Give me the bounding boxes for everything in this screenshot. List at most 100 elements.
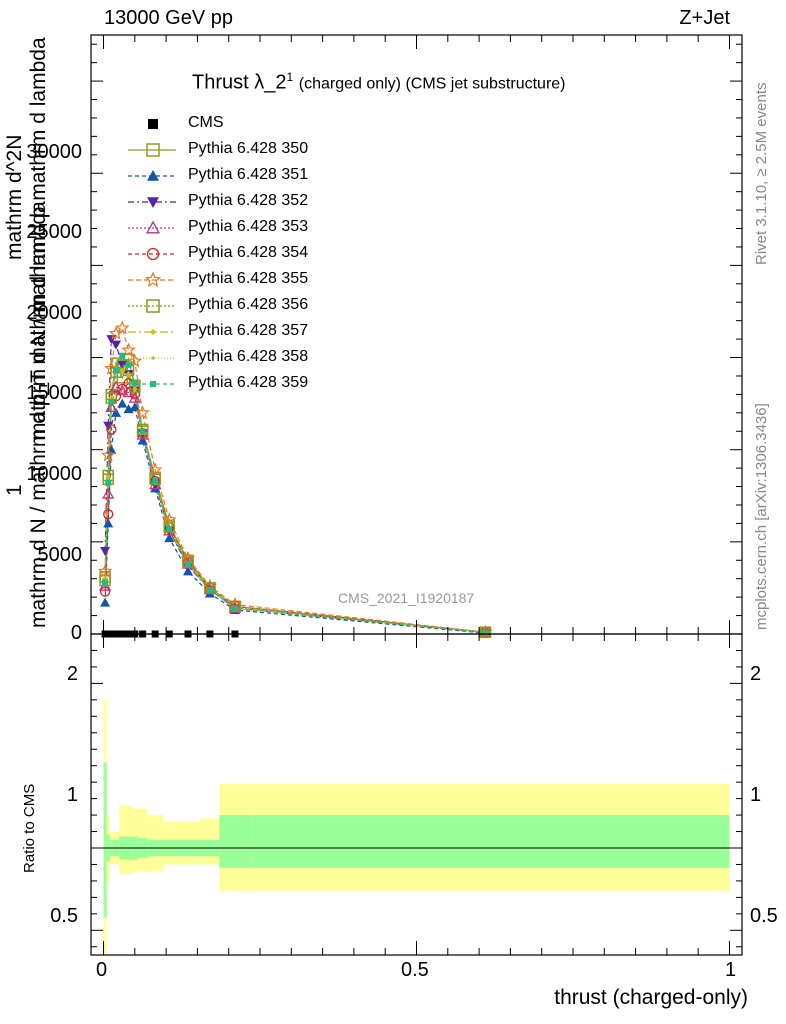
series-3-point-6 xyxy=(128,391,141,403)
legend-marker-4 xyxy=(146,247,160,261)
axis-ticks xyxy=(91,35,742,955)
rivet-label: Rivet 3.1.10, ≥ 2.5M events xyxy=(753,82,770,266)
series-1-point-7 xyxy=(137,435,148,445)
ytick-ratio-right-1: 1 xyxy=(750,784,762,806)
header-right: Z+Jet xyxy=(679,7,730,29)
series-1-point-4 xyxy=(117,398,128,408)
series-9-point-12 xyxy=(231,605,238,612)
series-3-point-2 xyxy=(105,400,118,412)
legend-label-cms: CMS xyxy=(188,114,224,131)
ytick-main-30000: 30000 xyxy=(26,141,82,163)
ylabel-d2n: mathrm d^2N xyxy=(3,134,26,260)
series-2-point-3 xyxy=(111,340,122,350)
legend-label-351: Pythia 6.428 351 xyxy=(188,166,309,183)
legend-label-350: Pythia 6.428 350 xyxy=(188,140,309,157)
ylabel-numerator: 1 xyxy=(3,484,26,496)
watermark: CMS_2021_I1920187 xyxy=(338,590,475,606)
series-4-point-0 xyxy=(99,586,111,597)
series-9-point-10 xyxy=(185,560,192,567)
series-3-point-1 xyxy=(102,487,115,499)
title-main: Thrust λ_2 xyxy=(192,71,287,94)
header-left: 13000 GeV pp xyxy=(104,7,233,29)
ytick-ratio-1: 1 xyxy=(66,784,78,806)
legend-marker-5 xyxy=(144,271,162,287)
series-4-point-4 xyxy=(117,383,128,395)
series-1-point-0 xyxy=(100,597,111,607)
ytick-main-5000: 5000 xyxy=(37,544,83,566)
legend-markers xyxy=(128,119,176,387)
series-9-point-7 xyxy=(139,428,146,435)
series-5-point-8 xyxy=(148,462,163,477)
ytick-main-20000: 20000 xyxy=(26,302,82,324)
legend-label-358: Pythia 6.428 358 xyxy=(188,348,309,365)
legend-marker-8 xyxy=(151,356,155,360)
series-9-point-9 xyxy=(166,525,173,532)
series-7-point-1 xyxy=(105,474,112,481)
xtick-0: 0 xyxy=(96,959,108,981)
ratio-bands xyxy=(91,699,742,955)
legend-marker-7 xyxy=(150,329,156,335)
ytick-ratio-0.5: 0.5 xyxy=(50,905,78,927)
legend-marker-1 xyxy=(147,170,159,181)
series-5-point-6 xyxy=(127,353,142,368)
ytick-main-0: 0 xyxy=(70,622,82,644)
series-5-point-5 xyxy=(121,342,136,357)
ytick-ratio-right-0.5: 0.5 xyxy=(750,905,778,927)
series-6-point-9 xyxy=(163,521,175,533)
legend-label-357: Pythia 6.428 357 xyxy=(188,322,309,339)
xlabel: thrust (charged-only) xyxy=(554,986,748,1009)
series-4-point-2 xyxy=(106,424,117,435)
series-9-point-0 xyxy=(102,579,109,586)
series-1-point-10 xyxy=(183,566,194,576)
series-9-point-13 xyxy=(482,629,489,636)
legend-marker-9 xyxy=(150,381,156,387)
series-9-point-11 xyxy=(206,586,213,593)
series-2-point-0 xyxy=(100,547,111,557)
ytick-main-25000: 25000 xyxy=(26,221,82,243)
series-1-point-6 xyxy=(129,402,140,412)
ratio-band-inner xyxy=(103,762,107,918)
series-6-point-13 xyxy=(479,626,492,639)
legend-label-359: Pythia 6.428 359 xyxy=(188,374,309,391)
series-9-point-3 xyxy=(113,367,120,374)
series-8-point-4 xyxy=(120,370,125,375)
series-9-point-5 xyxy=(125,361,132,368)
series-5-point-4 xyxy=(115,320,130,335)
legend-label-352: Pythia 6.428 352 xyxy=(188,192,309,209)
series-8-point-5 xyxy=(126,374,131,378)
legend-label-355: Pythia 6.428 355 xyxy=(188,270,309,287)
series-9-point-1 xyxy=(105,479,112,486)
xtick-0.5: 0.5 xyxy=(401,959,429,981)
ratio-band-inner xyxy=(219,815,251,868)
series-6-point-12 xyxy=(229,600,241,613)
ratio-band-inner xyxy=(250,815,730,868)
series-3-point-0 xyxy=(98,579,112,591)
series-2-point-4 xyxy=(117,360,128,370)
series-9-point-8 xyxy=(152,478,159,485)
series-5-point-1 xyxy=(101,447,116,462)
ylabel-ratio: Ratio to CMS xyxy=(21,783,38,873)
legend-label-354: Pythia 6.428 354 xyxy=(188,244,309,261)
series-9-point-6 xyxy=(131,380,138,387)
chart-title: Thrust λ_21 (charged only) (CMS jet subs… xyxy=(192,70,566,95)
ytick-main-15000: 15000 xyxy=(26,382,82,404)
legend-marker-0 xyxy=(146,143,160,157)
title-sup: 1 xyxy=(286,70,294,84)
series-5-point-0 xyxy=(97,563,113,578)
series-1-point-8 xyxy=(150,483,161,493)
series-1-point-9 xyxy=(164,533,175,543)
legend-marker-6 xyxy=(146,299,160,313)
series-4-point-1 xyxy=(103,509,114,520)
series-6-point-10 xyxy=(182,556,194,568)
series-9-point-2 xyxy=(108,398,115,405)
ytick-ratio-right-2: 2 xyxy=(750,663,762,685)
xtick-1: 1 xyxy=(725,959,737,981)
legend-marker-cms xyxy=(148,119,158,129)
title-rest: (charged only) (CMS jet substructure) xyxy=(298,75,566,93)
series-6-point-11 xyxy=(204,582,216,594)
legend-label-356: Pythia 6.428 356 xyxy=(188,296,309,313)
series-8-point-6 xyxy=(133,388,137,393)
legend-label-353: Pythia 6.428 353 xyxy=(188,218,309,235)
mcplots-label: mcplots.cern.ch [arXiv:1306.3436] xyxy=(753,403,770,630)
